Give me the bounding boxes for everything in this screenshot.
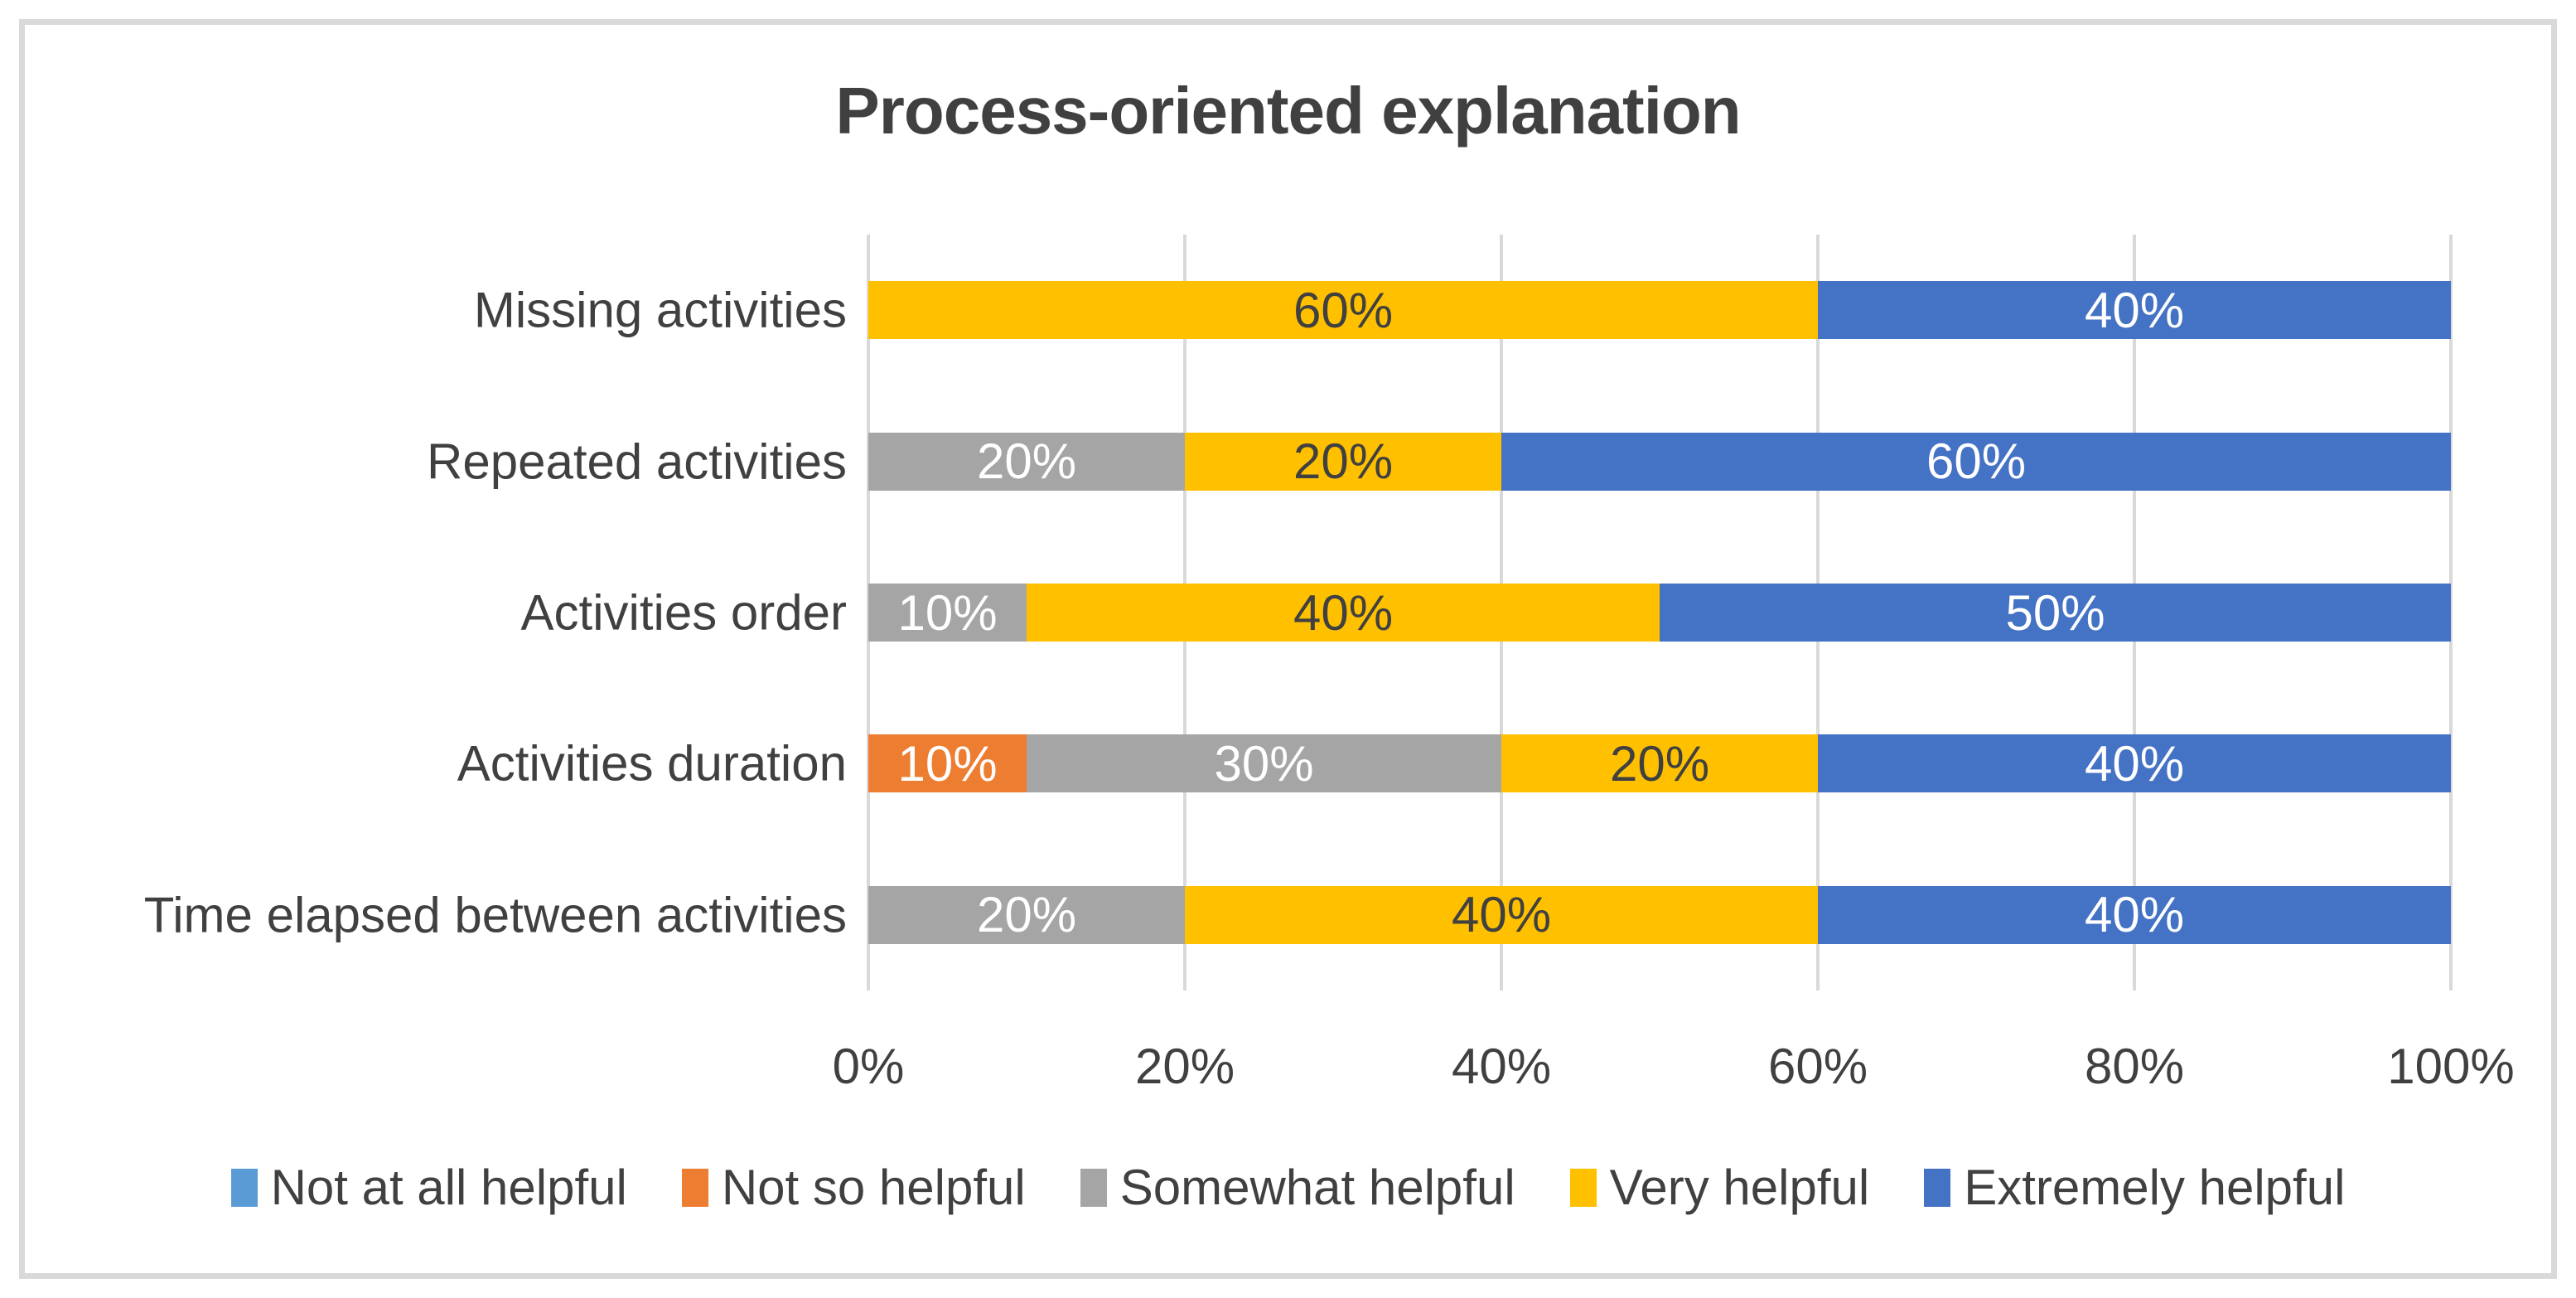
bar-segment: 40% xyxy=(1818,734,2451,793)
x-tick-label: 60% xyxy=(1767,1039,1868,1094)
legend-label: Extremely helpful xyxy=(1964,1160,2346,1215)
bar-data-label: 50% xyxy=(2005,584,2105,641)
legend-item: Somewhat helpful xyxy=(1080,1159,1515,1216)
bar-data-label: 60% xyxy=(1293,282,1394,338)
category-label: Missing activities xyxy=(473,282,847,338)
legend-item: Not so helpful xyxy=(681,1159,1026,1216)
legend-item: Extremely helpful xyxy=(1924,1159,2345,1216)
bar-segment: 40% xyxy=(1027,584,1660,642)
bar-segment: 20% xyxy=(1501,734,1818,793)
bar-data-label: 10% xyxy=(897,584,998,641)
legend-label: Somewhat helpful xyxy=(1119,1160,1515,1215)
category-axis: Missing activities Repeated activities Act… xyxy=(0,235,868,990)
bar-segment: 20% xyxy=(868,885,1185,944)
bar-segment: 10% xyxy=(868,584,1027,642)
bar-row: 60% 40% xyxy=(868,281,2451,340)
bar-segment: 30% xyxy=(1027,734,1501,793)
bar-row: 10% 30% 20% 40% xyxy=(868,734,2451,793)
bar-data-label: 10% xyxy=(897,735,998,792)
category-label: Activities order xyxy=(520,584,847,641)
category-label: Activities duration xyxy=(457,735,847,792)
bar-segment: 20% xyxy=(868,432,1185,491)
gridline xyxy=(2449,235,2453,990)
plot-area: 60% 40% 20% 20% 60% 10% 40% 50% 10% 30% 20% 40% 20% 4… xyxy=(867,235,2453,990)
legend-marker-icon xyxy=(1080,1168,1107,1207)
x-axis: 0% 20% 40% 60% 80% 100% xyxy=(833,1038,2515,1104)
category-label: Repeated activities xyxy=(427,433,847,490)
bar-data-label: 40% xyxy=(2084,887,2185,943)
bar-segment: 60% xyxy=(868,281,1818,340)
x-tick-label: 20% xyxy=(1134,1039,1235,1094)
chart-title: Process-oriented explanation xyxy=(835,74,1741,148)
bar-data-label: 30% xyxy=(1214,735,1314,792)
bar-segment: 40% xyxy=(1818,281,2451,340)
bar-segment: 10% xyxy=(868,734,1027,793)
bar-data-label: 40% xyxy=(1293,584,1394,641)
x-tick-label: 0% xyxy=(832,1039,905,1094)
category-label: Time elapsed between activities xyxy=(143,887,847,943)
bar-segment: 20% xyxy=(1185,432,1501,491)
legend-label: Not at all helpful xyxy=(270,1160,627,1215)
x-tick-label: 80% xyxy=(2084,1039,2185,1094)
legend-label: Not so helpful xyxy=(721,1160,1026,1215)
legend-label: Very helpful xyxy=(1609,1160,1870,1215)
bar-data-label: 40% xyxy=(2084,282,2185,338)
bar-segment: 50% xyxy=(1660,584,2451,642)
x-tick-label: 40% xyxy=(1451,1039,1552,1094)
legend-marker-icon xyxy=(1569,1168,1597,1207)
bar-data-label: 20% xyxy=(976,887,1077,943)
legend-marker-icon xyxy=(1924,1168,1951,1207)
bar-data-label: 20% xyxy=(1293,433,1394,490)
legend-item: Not at all helpful xyxy=(230,1159,627,1216)
bar-segment: 60% xyxy=(1501,432,2451,491)
legend-item: Very helpful xyxy=(1569,1159,1870,1216)
bar-data-label: 20% xyxy=(976,433,1077,490)
bar-data-label: 60% xyxy=(1926,433,2027,490)
bar-data-label: 20% xyxy=(1609,735,1710,792)
x-tick-label: 100% xyxy=(2387,1039,2515,1094)
legend-marker-icon xyxy=(681,1168,708,1207)
legend: Not at all helpful Not so helpful Somewhat… xyxy=(0,1159,2576,1216)
bar-data-label: 40% xyxy=(2084,735,2185,792)
bar-data-label: 40% xyxy=(1451,887,1552,943)
bar-row: 10% 40% 50% xyxy=(868,584,2451,642)
bar-segment: 40% xyxy=(1185,885,1818,944)
legend-marker-icon xyxy=(230,1168,258,1207)
bar-row: 20% 20% 60% xyxy=(868,432,2451,491)
bar-segment: 40% xyxy=(1818,885,2451,944)
bar-row: 20% 40% 40% xyxy=(868,885,2451,944)
